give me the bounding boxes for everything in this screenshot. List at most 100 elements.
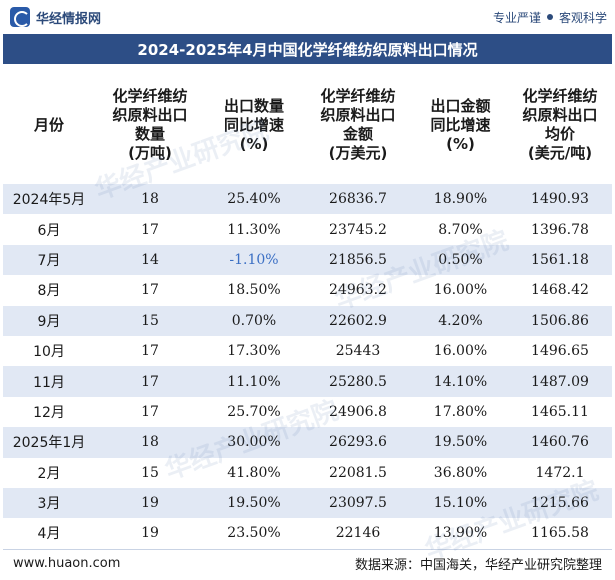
cell-month: 7月 (3, 244, 95, 276)
cell-price: 1468.42 (508, 275, 612, 306)
cell-quantity: 17 (95, 275, 205, 306)
cell-quantity-yoy: -1.10% (205, 244, 303, 276)
footer-source: 数据来源：中国海关，华经产业研究院整理 (354, 558, 602, 573)
cell-quantity-yoy: 0.70% (205, 305, 303, 336)
cell-month: 4月 (3, 518, 95, 549)
cell-quantity-yoy: 19.50% (205, 487, 303, 519)
table-row: 4月 19 23.50% 22146 13.90% 1165.58 (3, 518, 612, 549)
cell-amount-yoy: 18.90% (413, 184, 508, 215)
table-row: 6月 17 11.30% 23745.2 8.70% 1396.78 (3, 214, 612, 245)
cell-quantity-yoy: 25.70% (205, 396, 303, 428)
col-header-price: 化学纤维纺 织原料出口 均价 (美元/吨) (522, 87, 598, 162)
cell-price: 1561.18 (508, 244, 612, 276)
cell-month: 11月 (3, 366, 95, 397)
cell-month: 9月 (3, 305, 95, 336)
cell-quantity-yoy: 17.30% (205, 335, 303, 367)
table-header-row: 月份 化学纤维纺 织原料出口 数量 (万吨) 出口数量 同比增速 (%) 化学纤维纺 织原料… (3, 66, 612, 184)
cell-quantity: 18 (95, 427, 205, 458)
cell-amount-yoy: 16.00% (413, 335, 508, 367)
cell-amount-yoy: 8.70% (413, 214, 508, 245)
cell-amount: 26836.7 (303, 184, 413, 215)
huajing-logo-icon (10, 7, 30, 27)
table-row: 12月 17 25.70% 24906.8 17.80% 1465.11 (3, 396, 612, 428)
cell-amount: 22081.5 (303, 457, 413, 488)
tagline: 专业严谨 客观科学 (493, 9, 607, 26)
col-header-quantity-yoy: 出口数量 同比增速 (%) (223, 96, 284, 153)
cell-price: 1487.09 (508, 366, 612, 397)
col-header-month: 月份 (33, 115, 64, 134)
cell-quantity: 17 (95, 396, 205, 428)
cell-price: 1165.58 (508, 518, 612, 549)
table-row: 2月 15 41.80% 22081.5 36.80% 1472.1 (3, 457, 612, 488)
cell-quantity: 15 (95, 457, 205, 488)
cell-month: 2025年1月 (3, 427, 95, 458)
cell-month: 2月 (3, 457, 95, 488)
cell-amount-yoy: 14.10% (413, 366, 508, 397)
cell-quantity: 15 (95, 305, 205, 336)
cell-quantity: 17 (95, 335, 205, 367)
table-row: 9月 15 0.70% 22602.9 4.20% 1506.86 (3, 305, 612, 336)
cell-amount: 22602.9 (303, 305, 413, 336)
table-row: 3月 19 19.50% 23097.5 15.10% 1215.66 (3, 487, 612, 519)
cell-quantity: 19 (95, 518, 205, 549)
cell-price: 1465.11 (508, 396, 612, 428)
cell-quantity: 18 (95, 184, 205, 215)
cell-month: 2024年5月 (3, 184, 95, 215)
top-bar: 华经情报网 专业严谨 客观科学 (0, 0, 615, 34)
cell-price: 1496.65 (508, 335, 612, 367)
cell-quantity-yoy: 41.80% (205, 457, 303, 488)
table-title: 2024-2025年4月中国化学纤维纺织原料出口情况 (3, 34, 612, 64)
cell-month: 3月 (3, 487, 95, 519)
table-body: 2024年5月 18 25.40% 26836.7 18.90% 1490.93 6月 17 1… (3, 184, 612, 549)
cell-price: 1506.86 (508, 305, 612, 336)
footer: www.huaon.com 数据来源：中国海关，华经产业研究院整理 (3, 549, 612, 577)
cell-month: 10月 (3, 335, 95, 367)
brand-name: 华经情报网 (36, 11, 102, 27)
cell-month: 6月 (3, 214, 95, 245)
table-row: 2025年1月 18 30.00% 26293.6 19.50% 1460.76 (3, 427, 612, 458)
cell-amount: 24906.8 (303, 396, 413, 428)
cell-quantity: 14 (95, 244, 205, 276)
cell-price: 1472.1 (508, 457, 612, 488)
table-row: 2024年5月 18 25.40% 26836.7 18.90% 1490.93 (3, 184, 612, 215)
cell-month: 8月 (3, 275, 95, 306)
col-header-amount: 化学纤维纺 织原料出口 金额 (万美元) (320, 87, 396, 162)
cell-amount-yoy: 17.80% (413, 396, 508, 428)
table-row: 11月 17 11.10% 25280.5 14.10% 1487.09 (3, 366, 612, 397)
export-table: 月份 化学纤维纺 织原料出口 数量 (万吨) 出口数量 同比增速 (%) 化学纤维纺 织原料… (3, 66, 612, 549)
cell-amount-yoy: 4.20% (413, 305, 508, 336)
cell-amount: 21856.5 (303, 244, 413, 276)
footer-url[interactable]: www.huaon.com (13, 556, 121, 571)
cell-price: 1490.93 (508, 184, 612, 215)
cell-amount: 23097.5 (303, 487, 413, 519)
cell-amount-yoy: 13.90% (413, 518, 508, 549)
cell-amount-yoy: 16.00% (413, 275, 508, 306)
table-row: 10月 17 17.30% 25443 16.00% 1496.65 (3, 335, 612, 367)
cell-amount-yoy: 15.10% (413, 487, 508, 519)
cell-quantity-yoy: 18.50% (205, 275, 303, 306)
cell-quantity: 17 (95, 214, 205, 245)
col-header-quantity: 化学纤维纺 织原料出口 数量 (万吨) (112, 87, 188, 162)
col-header-amount-yoy: 出口金额 同比增速 (%) (430, 96, 491, 153)
cell-quantity-yoy: 11.10% (205, 366, 303, 397)
cell-price: 1460.76 (508, 427, 612, 458)
cell-amount-yoy: 36.80% (413, 457, 508, 488)
cell-amount-yoy: 0.50% (413, 244, 508, 276)
cell-amount: 25280.5 (303, 366, 413, 397)
table-row: 8月 17 18.50% 24963.2 16.00% 1468.42 (3, 275, 612, 306)
cell-amount-yoy: 19.50% (413, 427, 508, 458)
cell-price: 1396.78 (508, 214, 612, 245)
table-row: 7月 14 -1.10% 21856.5 0.50% 1561.18 (3, 244, 612, 276)
cell-amount: 23745.2 (303, 214, 413, 245)
cell-quantity: 17 (95, 366, 205, 397)
cell-amount: 25443 (303, 335, 413, 367)
cell-month: 12月 (3, 396, 95, 428)
cell-quantity: 19 (95, 487, 205, 519)
cell-quantity-yoy: 23.50% (205, 518, 303, 549)
cell-price: 1215.66 (508, 487, 612, 519)
tagline-right: 客观科学 (558, 10, 607, 25)
tagline-left: 专业严谨 (492, 10, 541, 25)
brand[interactable]: 华经情报网 (10, 7, 101, 27)
bullet-dot-icon (546, 14, 553, 20)
cell-quantity-yoy: 30.00% (205, 427, 303, 458)
